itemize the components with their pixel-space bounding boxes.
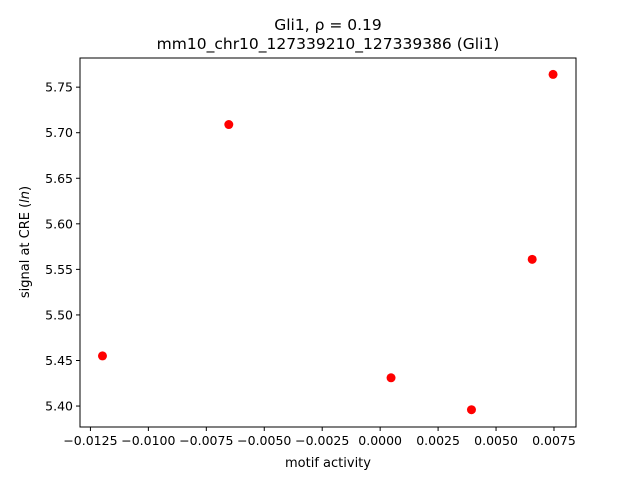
- y-axis-label: signal at CRE (ln): [18, 186, 33, 298]
- x-axis-label: motif activity: [285, 456, 371, 471]
- x-tick-label: 0.0075: [532, 433, 576, 448]
- y-tick-label: 5.55: [45, 262, 73, 277]
- y-tick-label: 5.60: [45, 216, 73, 231]
- chart-title-line2: mm10_chr10_127339210_127339386 (Gli1): [157, 35, 500, 54]
- x-tick-label: −0.0075: [179, 433, 233, 448]
- x-tick-label: −0.0025: [295, 433, 349, 448]
- x-tick-label: −0.0100: [121, 433, 175, 448]
- y-tick-label: 5.70: [45, 125, 73, 140]
- data-point: [527, 254, 537, 264]
- y-tick-label: 5.75: [45, 80, 73, 95]
- y-tick-label: 5.45: [45, 353, 73, 368]
- y-tick-label: 5.50: [45, 307, 73, 322]
- data-points: [97, 69, 558, 415]
- x-tick-label: −0.0050: [237, 433, 291, 448]
- chart-title-line1: Gli1, ρ = 0.19: [274, 16, 382, 34]
- y-tick-label: 5.65: [45, 171, 73, 186]
- x-tick-label: 0.0000: [358, 433, 402, 448]
- x-tick-label: −0.0125: [63, 433, 117, 448]
- x-tick-label: 0.0025: [416, 433, 460, 448]
- data-point: [466, 405, 476, 415]
- y-tick-label: 5.40: [45, 399, 73, 414]
- data-point: [97, 351, 107, 361]
- y-axis: 5.40 5.45 5.50 5.55 5.60 5.65 5.70 5.75: [45, 80, 80, 414]
- data-point: [548, 69, 558, 79]
- data-point: [224, 120, 234, 130]
- plot-area-frame: [79, 57, 577, 428]
- data-point: [386, 373, 396, 383]
- x-tick-label: 0.0050: [474, 433, 518, 448]
- x-axis: −0.0125 −0.0100 −0.0075 −0.0050 −0.0025 0.000…: [63, 427, 576, 448]
